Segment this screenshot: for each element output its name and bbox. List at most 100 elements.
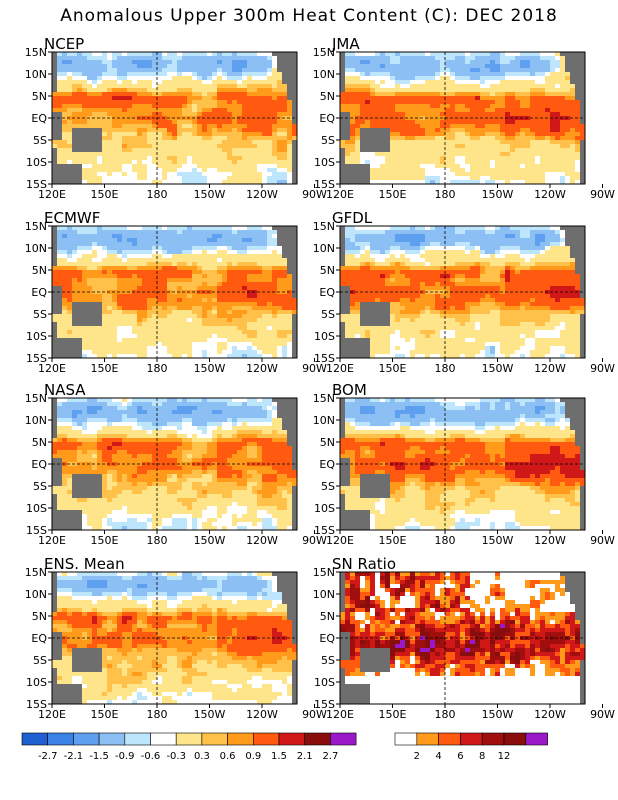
map-cell xyxy=(395,180,401,184)
map-cell xyxy=(252,346,258,351)
map-cell xyxy=(157,318,163,323)
map-cell xyxy=(237,330,243,335)
map-cell xyxy=(172,310,178,315)
map-cell xyxy=(272,52,278,57)
map-cell xyxy=(350,164,356,169)
map-cell xyxy=(57,314,63,319)
map-cell xyxy=(262,152,268,157)
x-tick-label: 90W xyxy=(590,188,615,201)
map-cell xyxy=(385,176,391,181)
map-cell xyxy=(350,148,356,153)
map-cell xyxy=(127,148,133,153)
map-cell xyxy=(350,132,356,137)
map-cell xyxy=(445,72,451,77)
map-cell xyxy=(122,314,128,319)
map-cell xyxy=(262,172,268,177)
map-cell xyxy=(217,96,223,101)
map-cell xyxy=(97,326,103,331)
map-cell xyxy=(405,96,411,101)
map-cell xyxy=(202,254,208,259)
map-cell xyxy=(102,148,108,153)
map-cell xyxy=(182,164,188,169)
map-cell xyxy=(465,68,471,73)
map-cell xyxy=(510,172,516,177)
map-cell xyxy=(92,80,98,85)
map-cell xyxy=(232,148,238,153)
map-cell xyxy=(122,80,128,85)
map-cell xyxy=(380,68,386,73)
map-cell xyxy=(57,282,63,287)
map-cell xyxy=(247,108,253,113)
map-cell xyxy=(575,72,581,77)
map-cell xyxy=(87,56,93,61)
map-cell xyxy=(257,168,263,173)
map-cell xyxy=(420,152,426,157)
map-cell xyxy=(52,338,58,343)
map-cell xyxy=(137,124,143,129)
map-cell xyxy=(272,234,278,239)
map-cell xyxy=(430,88,436,93)
map-cell xyxy=(142,238,148,243)
map-cell xyxy=(430,68,436,73)
map-cell xyxy=(157,56,163,61)
map-cell xyxy=(147,282,153,287)
map-cell xyxy=(400,164,406,169)
map-cell xyxy=(490,144,496,149)
map-cell xyxy=(232,346,238,351)
map-cell xyxy=(550,124,556,129)
map-cell xyxy=(262,104,268,109)
map-cell xyxy=(142,278,148,283)
map-cell xyxy=(395,68,401,73)
map-cell xyxy=(400,52,406,57)
map-cell xyxy=(520,92,526,97)
map-cell xyxy=(355,68,361,73)
map-cell xyxy=(192,270,198,275)
map-cell xyxy=(107,64,113,69)
map-cell xyxy=(237,250,243,255)
map-cell xyxy=(57,108,63,113)
map-cell xyxy=(470,80,476,85)
map-cell xyxy=(117,144,123,149)
map-cell xyxy=(287,354,293,358)
map-cell xyxy=(425,176,431,181)
map-cell xyxy=(257,302,263,307)
map-cell xyxy=(132,112,138,117)
map-cell xyxy=(97,64,103,69)
map-cell xyxy=(72,68,78,73)
map-cell xyxy=(400,92,406,97)
map-cell xyxy=(535,92,541,97)
map-cell xyxy=(450,52,456,57)
map-cell xyxy=(247,226,253,231)
map-cell xyxy=(292,314,297,319)
map-cell xyxy=(82,144,88,149)
map-cell xyxy=(142,128,148,133)
map-cell xyxy=(272,112,278,117)
map-cell xyxy=(292,56,297,61)
map-cell xyxy=(67,124,73,129)
map-cell xyxy=(405,148,411,153)
map-cell xyxy=(167,132,173,137)
map-cell xyxy=(400,152,406,157)
map-cell xyxy=(187,342,193,347)
map-cell xyxy=(157,342,163,347)
map-cell xyxy=(570,176,576,181)
map-cell xyxy=(470,132,476,137)
map-cell xyxy=(212,100,218,105)
map-cell xyxy=(395,172,401,177)
map-cell xyxy=(292,342,297,347)
map-cell xyxy=(292,104,297,109)
map-cell xyxy=(172,278,178,283)
map-cell xyxy=(72,330,78,335)
map-cell xyxy=(52,262,58,267)
map-cell xyxy=(490,68,496,73)
map-cell xyxy=(217,80,223,85)
map-cell xyxy=(277,168,283,173)
map-cell xyxy=(287,152,293,157)
map-cell xyxy=(52,180,58,184)
map-cell xyxy=(62,250,68,255)
map-cell xyxy=(460,156,466,161)
map-cell xyxy=(207,88,213,93)
map-cell xyxy=(127,176,133,181)
map-cell xyxy=(77,226,83,231)
map-cell xyxy=(500,140,506,145)
